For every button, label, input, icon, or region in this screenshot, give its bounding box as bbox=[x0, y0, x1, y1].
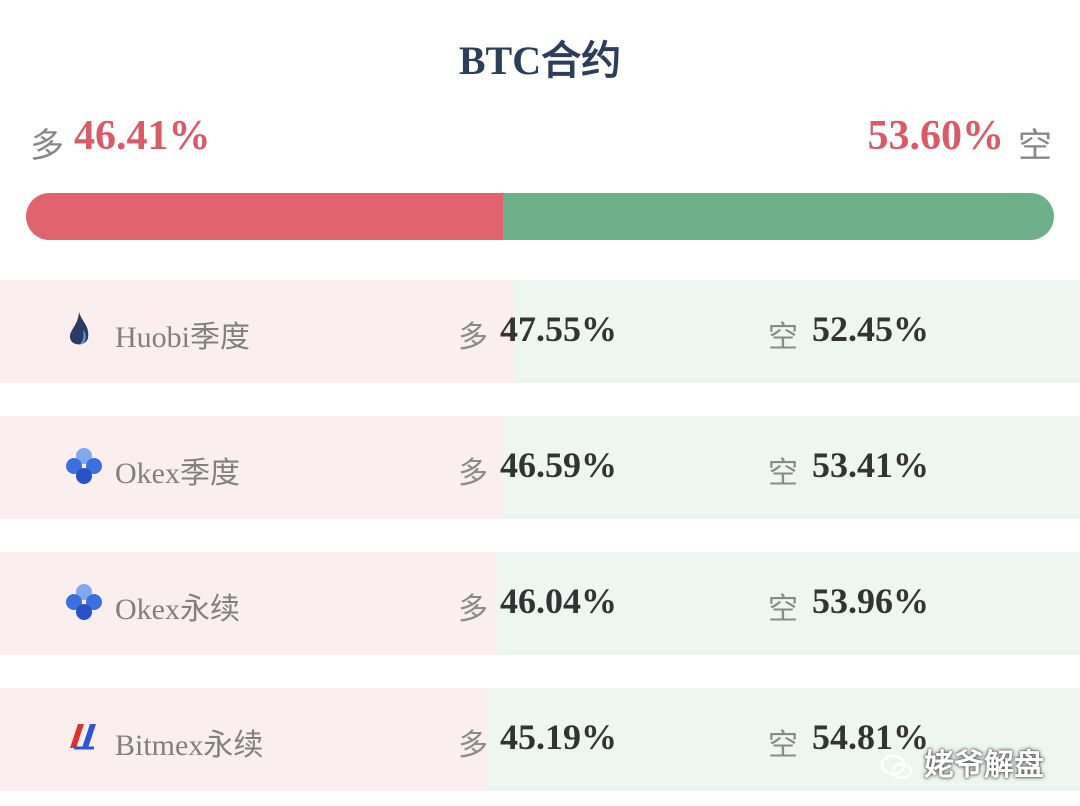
watermark: 姥爷解盘 bbox=[880, 740, 1044, 784]
long-percent: 47.55% bbox=[500, 309, 617, 349]
watermark-text: 姥爷解盘 bbox=[924, 748, 1044, 783]
short-segment bbox=[503, 193, 1054, 240]
short-label: 空 bbox=[768, 728, 798, 763]
exchange-icon bbox=[64, 718, 100, 759]
long-label: 多 bbox=[458, 456, 488, 491]
exchange-row: Okex季度 多 46.59% 空 53.41% bbox=[0, 416, 1080, 519]
short-percent: 53.96% bbox=[812, 581, 929, 621]
icon bbox=[66, 448, 102, 484]
ratio-bar bbox=[26, 193, 1054, 240]
long-percent: 46.41% bbox=[74, 113, 211, 159]
exchange-row: Okex永续 多 46.04% 空 53.96% bbox=[0, 552, 1080, 655]
short-percent: 52.45% bbox=[812, 309, 929, 349]
long-percent: 46.04% bbox=[500, 581, 617, 621]
long-label: 多 bbox=[30, 126, 64, 166]
icon bbox=[66, 584, 102, 620]
exchange-icon bbox=[64, 310, 94, 355]
long-background bbox=[0, 416, 504, 519]
title: BTC合约 bbox=[458, 38, 622, 83]
long-background bbox=[0, 688, 489, 791]
exchange-name: Okex季度 bbox=[115, 457, 240, 490]
long-label: 多 bbox=[458, 592, 488, 627]
long-background bbox=[0, 552, 498, 655]
short-background bbox=[503, 416, 1080, 519]
exchange-icon bbox=[64, 582, 104, 627]
short-percent: 53.41% bbox=[812, 445, 929, 485]
long-percent: 46.59% bbox=[500, 445, 617, 485]
short-label: 空 bbox=[768, 456, 798, 491]
long-label: 多 bbox=[458, 320, 488, 355]
exchange-name: Huobi季度 bbox=[115, 321, 250, 354]
wechat-icon bbox=[880, 754, 912, 779]
short-label: 空 bbox=[768, 592, 798, 627]
exchange-name: Bitmex永续 bbox=[115, 729, 264, 762]
short-background bbox=[497, 552, 1080, 655]
short-label: 空 bbox=[1018, 126, 1052, 166]
exchange-name: Okex永续 bbox=[115, 593, 240, 626]
short-percent: 54.81% bbox=[812, 717, 929, 757]
short-background bbox=[488, 688, 1080, 791]
long-percent: 45.19% bbox=[500, 717, 617, 757]
icon bbox=[70, 724, 96, 750]
exchange-icon bbox=[64, 446, 104, 491]
short-label: 空 bbox=[768, 320, 798, 355]
exchange-row: Bitmex永续 多 45.19% 空 54.81% bbox=[0, 688, 1080, 791]
short-percent: 53.60% bbox=[867, 113, 1005, 159]
exchange-row: Huobi季度 多 47.55% 空 52.45% bbox=[0, 280, 1080, 383]
icon bbox=[69, 312, 89, 345]
long-label: 多 bbox=[458, 728, 488, 763]
long-segment bbox=[26, 193, 504, 240]
short-background bbox=[513, 280, 1080, 383]
